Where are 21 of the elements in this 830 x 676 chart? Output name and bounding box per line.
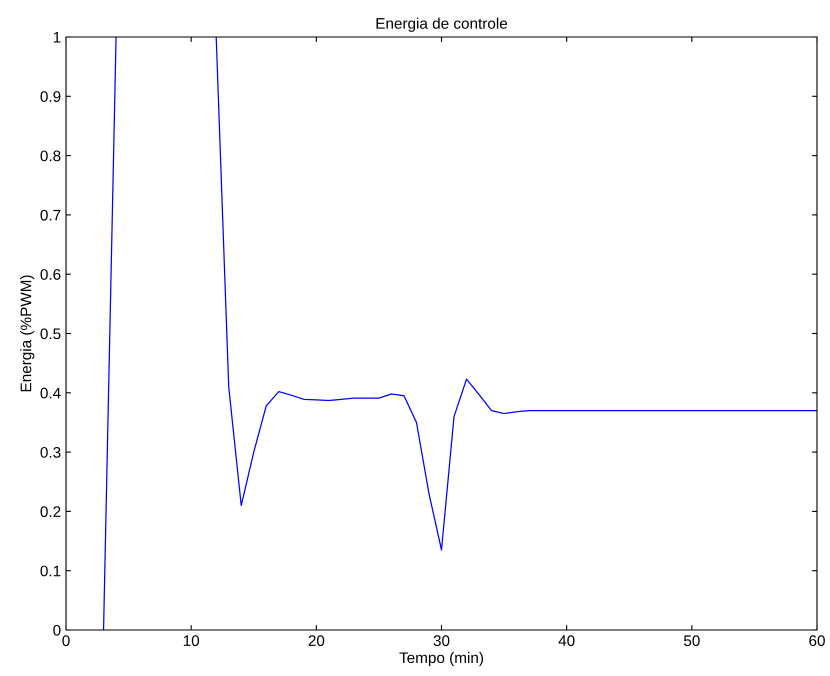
- x-tick-label: 50: [684, 635, 700, 646]
- chart-title: Energia de controle: [376, 18, 508, 32]
- y-tick-label: 0.4: [40, 388, 61, 398]
- y-tick-label: 0.5: [40, 328, 60, 340]
- y-tick-label: 0.2: [40, 506, 60, 518]
- y-tick-label: 0.7: [40, 210, 60, 221]
- x-tick-label: 40: [558, 635, 575, 646]
- y-tick-label: 0.1: [40, 566, 60, 576]
- y-tick-label: 0.9: [40, 91, 60, 102]
- x-tick-label: 60: [809, 635, 825, 646]
- y-tick-label: 1: [54, 32, 60, 43]
- y-axis-title: Energia (%PWM): [20, 275, 34, 392]
- y-tick-label: 0: [53, 624, 61, 636]
- y-tick-label: 0.6: [40, 269, 60, 280]
- x-tick-label: 30: [434, 635, 450, 646]
- y-tick-label: 0.8: [40, 150, 60, 162]
- x-tick-label: 10: [184, 635, 200, 646]
- y-tick-label: 0.3: [40, 446, 60, 458]
- x-tick-label: 0: [62, 635, 70, 646]
- x-axis-title: Tempo (min): [399, 652, 483, 666]
- x-tick-label: 20: [308, 635, 324, 646]
